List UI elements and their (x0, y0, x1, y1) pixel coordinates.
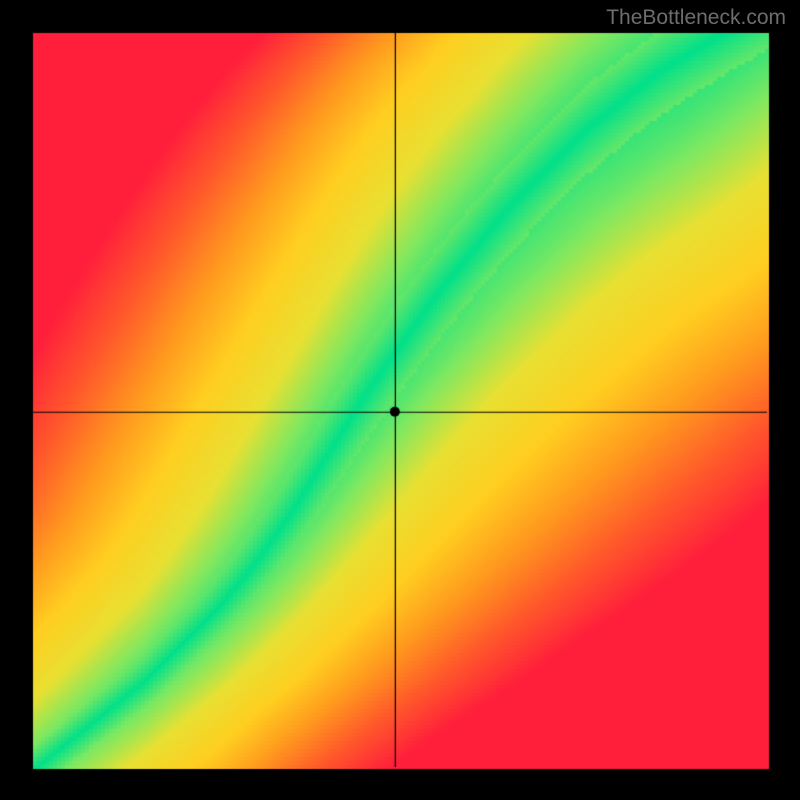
watermark-text: TheBottleneck.com (606, 6, 786, 30)
bottleneck-heatmap (0, 0, 800, 800)
chart-container: TheBottleneck.com (0, 0, 800, 800)
